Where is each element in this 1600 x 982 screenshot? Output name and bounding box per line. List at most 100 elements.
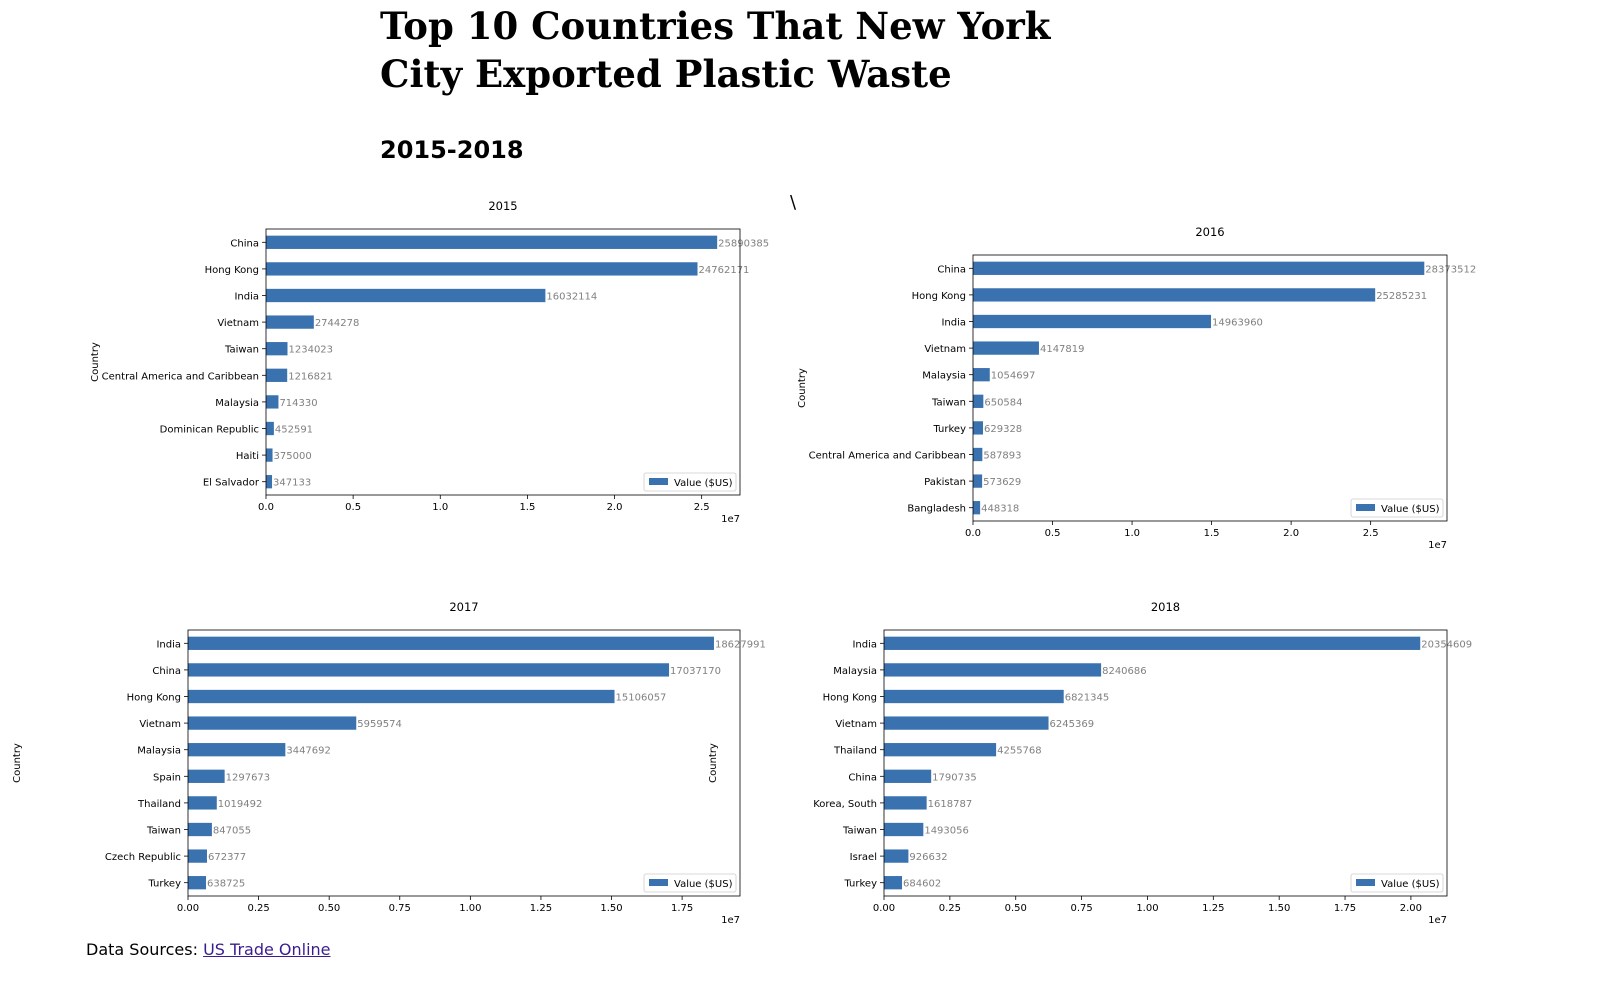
- category-label-2017-turkey: Turkey: [147, 879, 181, 890]
- ylabel-2018: Country: [708, 743, 719, 783]
- category-label-2016-taiwan: Taiwan: [931, 397, 966, 408]
- xtick-label-2018-1: 0.25: [939, 903, 961, 914]
- category-label-2017-thailand: Thailand: [137, 799, 181, 810]
- legend-label-2015: Value ($US): [674, 478, 733, 489]
- category-label-2018-vietnam: Vietnam: [835, 719, 877, 730]
- category-label-2018-malaysia: Malaysia: [833, 666, 877, 677]
- bar-2018-hong-kong: [884, 689, 1064, 704]
- value-label-2015-vietnam: 2744278: [315, 318, 360, 329]
- category-label-2016-turkey: Turkey: [932, 424, 966, 435]
- value-label-2016-vietnam: 4147819: [1040, 344, 1085, 355]
- xtick-label-2016-2: 1.0: [1124, 528, 1140, 539]
- value-label-2017-china: 17037170: [670, 666, 721, 677]
- bar-2015-taiwan: [266, 342, 288, 356]
- bar-2016-central-america-and-caribbean: [973, 447, 983, 462]
- ylabel-2016: Country: [797, 368, 808, 408]
- legend-label-2016: Value ($US): [1381, 504, 1440, 515]
- category-label-2018-taiwan: Taiwan: [842, 826, 877, 837]
- value-label-2016-bangladesh: 448318: [981, 504, 1019, 515]
- plot-frame-2018: [883, 629, 1448, 897]
- offset-label-2018: 1e7: [1428, 915, 1447, 926]
- bar-2018-malaysia: [884, 663, 1102, 677]
- value-label-2016-taiwan: 650584: [984, 397, 1022, 408]
- xtick-label-2016-0: 0.0: [965, 528, 981, 539]
- value-label-2017-thailand: 1019492: [218, 799, 263, 810]
- category-label-2017-china: China: [152, 666, 181, 677]
- legend-swatch-2018: [1356, 879, 1375, 886]
- bar-2018-india: [884, 636, 1421, 650]
- page-subtitle: 2015-2018: [380, 136, 524, 164]
- bar-2016-china: [973, 261, 1425, 275]
- category-label-2016-hong-kong: Hong Kong: [912, 291, 966, 302]
- chart-title-2017: 2017: [449, 600, 478, 614]
- value-label-2017-turkey: 638725: [207, 879, 245, 890]
- category-label-2016-india: India: [941, 318, 966, 329]
- bar-2016-taiwan: [973, 394, 984, 408]
- xtick-label-2016-1: 0.5: [1045, 528, 1061, 539]
- value-label-2017-india: 18627991: [715, 639, 766, 650]
- stray-backslash-text: \: [790, 192, 797, 213]
- value-label-2015-el-salvador: 347133: [273, 478, 311, 489]
- category-label-2017-malaysia: Malaysia: [137, 746, 181, 757]
- xtick-label-2015-2: 1.0: [432, 502, 448, 513]
- value-label-2015-china: 25890385: [718, 238, 769, 249]
- category-label-2016-central-america-and-caribbean: Central America and Caribbean: [809, 451, 966, 462]
- bar-2016-vietnam: [973, 341, 1039, 355]
- category-label-2015-india: India: [234, 292, 259, 303]
- bar-2018-china: [884, 769, 932, 783]
- category-label-2017-india: India: [156, 639, 181, 650]
- plot-frame-2015: [265, 228, 741, 496]
- category-label-2015-china: China: [230, 238, 259, 249]
- bar-2017-china: [188, 663, 670, 677]
- category-label-2015-malaysia: Malaysia: [215, 398, 259, 409]
- category-label-2016-vietnam: Vietnam: [924, 344, 966, 355]
- bar-2017-vietnam: [188, 716, 357, 730]
- xtick-label-2017-3: 0.75: [389, 903, 411, 914]
- category-label-2015-hong-kong: Hong Kong: [205, 265, 259, 276]
- value-label-2015-central-america-and-caribbean: 1216821: [288, 371, 333, 382]
- value-label-2017-spain: 1297673: [226, 772, 271, 783]
- xtick-label-2017-4: 1.00: [459, 903, 481, 914]
- xtick-label-2018-6: 1.50: [1268, 903, 1290, 914]
- xtick-label-2015-1: 0.5: [345, 502, 361, 513]
- bar-2016-hong-kong: [973, 288, 1376, 302]
- value-label-2018-turkey: 684602: [903, 879, 941, 890]
- value-label-2015-haiti: 375000: [274, 451, 312, 462]
- category-label-2018-korea-south: Korea, South: [813, 799, 877, 810]
- bar-2017-czech-republic: [188, 849, 207, 863]
- value-label-2017-taiwan: 847055: [213, 826, 251, 837]
- xtick-label-2017-0: 0.00: [177, 903, 199, 914]
- value-label-2016-pakistan: 573629: [983, 477, 1021, 488]
- category-label-2016-bangladesh: Bangladesh: [907, 504, 966, 515]
- value-label-2015-india: 16032114: [546, 292, 597, 303]
- bar-2017-turkey: [188, 876, 207, 890]
- value-label-2016-hong-kong: 25285231: [1376, 291, 1427, 302]
- bar-2015-haiti: [266, 448, 273, 462]
- value-label-2018-china: 1790735: [932, 772, 977, 783]
- offset-label-2017: 1e7: [721, 915, 740, 926]
- legend-swatch-2017: [649, 879, 668, 886]
- bar-2016-india: [973, 314, 1212, 329]
- xtick-label-2018-8: 2.00: [1400, 903, 1422, 914]
- xtick-label-2017-2: 0.50: [318, 903, 340, 914]
- category-label-2018-israel: Israel: [850, 852, 877, 863]
- bar-2018-turkey: [884, 876, 903, 890]
- bar-2015-china: [266, 235, 718, 249]
- value-label-2017-hong-kong: 15106057: [616, 693, 667, 704]
- bar-2016-bangladesh: [973, 501, 981, 515]
- bar-2017-malaysia: [188, 743, 286, 757]
- category-label-2015-vietnam: Vietnam: [217, 318, 259, 329]
- us-trade-online-link[interactable]: US Trade Online: [203, 940, 331, 959]
- category-label-2017-hong-kong: Hong Kong: [127, 693, 181, 704]
- bar-2018-korea-south: [884, 796, 927, 810]
- bar-2015-hong-kong: [266, 262, 698, 276]
- category-label-2015-dominican-republic: Dominican Republic: [160, 425, 259, 436]
- legend-swatch-2016: [1356, 504, 1375, 511]
- chart-title-2016: 2016: [1195, 225, 1224, 239]
- legend-label-2017: Value ($US): [674, 879, 733, 890]
- xtick-label-2018-3: 0.75: [1070, 903, 1092, 914]
- xtick-label-2018-7: 1.75: [1334, 903, 1356, 914]
